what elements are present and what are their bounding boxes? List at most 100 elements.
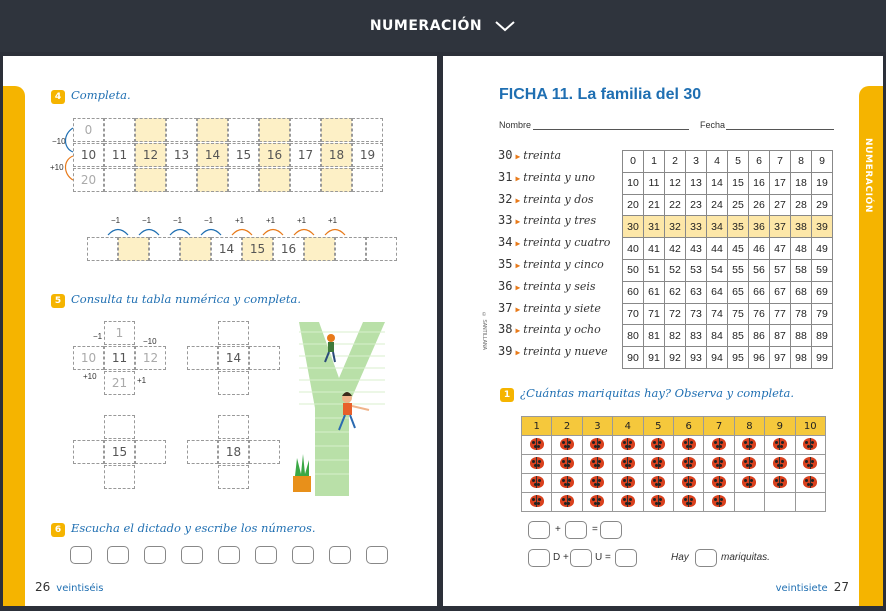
table-cell: 11: [643, 171, 665, 195]
table-cell: 82: [664, 324, 686, 348]
cross4-top[interactable]: [218, 415, 249, 439]
table-cell: 13: [685, 171, 707, 195]
nombre-line[interactable]: [533, 129, 689, 130]
table-cell: 34: [706, 215, 728, 239]
grid-cell[interactable]: [135, 168, 166, 192]
table-cell: 9: [811, 150, 833, 173]
tens-box[interactable]: [528, 549, 550, 567]
letter-y-illustration: [293, 322, 385, 496]
table-cell: 46: [748, 237, 770, 260]
dictation-box[interactable]: [107, 546, 129, 564]
section-header[interactable]: NUMERACIÓN: [0, 0, 886, 52]
grid-cell[interactable]: [259, 118, 290, 142]
ladybug-icon: [681, 437, 696, 450]
fecha-line[interactable]: [726, 129, 834, 130]
table-cell: 14: [706, 171, 728, 195]
ladybug-cell: [672, 435, 705, 455]
table-row: 60 61 62 63 64 65 66 67 68 69: [622, 280, 833, 304]
cross1-left[interactable]: 10: [73, 346, 104, 370]
publisher-mark: © SANTILLANA: [481, 312, 487, 350]
page-word: veintiséis: [56, 583, 104, 594]
row-word: treinta: [523, 149, 562, 162]
number-line-cell[interactable]: [335, 237, 366, 261]
table-cell: 0: [622, 150, 644, 173]
grid-cell[interactable]: [135, 118, 166, 142]
number-line-cell[interactable]: [87, 237, 118, 261]
table-cell: 98: [790, 346, 812, 369]
ladybug-icon: [620, 456, 635, 469]
dictation-box[interactable]: [366, 546, 388, 564]
table-row: 10 11 12 13 14 15 16 17 18 19: [622, 171, 833, 195]
grid-cell[interactable]: [352, 118, 383, 142]
grid-cell[interactable]: [321, 118, 352, 142]
page-number: 26: [35, 580, 51, 594]
number-line-cell[interactable]: [118, 237, 149, 261]
grid-cell[interactable]: [197, 118, 228, 142]
grid-cell[interactable]: [352, 168, 383, 192]
table-cell: 77: [769, 302, 791, 326]
ladybug-cell: [642, 435, 674, 455]
grid-cell[interactable]: [166, 118, 197, 142]
hay-box[interactable]: [695, 549, 717, 567]
grid-cell[interactable]: [259, 168, 290, 192]
number-line-cell[interactable]: [149, 237, 180, 261]
sum-box-result[interactable]: [600, 521, 622, 539]
exercise-6-badge: 6: [51, 523, 65, 537]
table-cell: 25: [727, 193, 749, 217]
cross4-right[interactable]: [249, 440, 280, 464]
table-cell: 24: [706, 193, 728, 217]
cross2-bottom[interactable]: [218, 371, 249, 395]
number-word-row: 35 ▶ treinta y cinco: [498, 257, 604, 271]
grid-cell[interactable]: [228, 118, 259, 142]
cross2-right[interactable]: [249, 346, 280, 370]
du-result-box[interactable]: [615, 549, 637, 567]
dictation-box[interactable]: [255, 546, 277, 564]
table-row: 40 41 42 43 44 45 46 47 48 49: [622, 237, 833, 260]
cross1-right[interactable]: 12: [135, 346, 166, 370]
grid-cell[interactable]: [166, 168, 197, 192]
ladybug-icon: [742, 456, 757, 469]
cross2-top[interactable]: [218, 321, 249, 345]
sum-box-2[interactable]: [565, 521, 587, 539]
ladybug-icon: [803, 456, 818, 469]
grid-cell[interactable]: [104, 168, 135, 192]
number-word-row: 37 ▶ treinta y siete: [498, 301, 601, 315]
grid-cell[interactable]: [228, 168, 259, 192]
number-line-cell[interactable]: [304, 237, 335, 261]
number-word-row: 30 ▶ treinta: [498, 148, 561, 162]
hay-label: Hay: [671, 552, 689, 563]
number-word-row: 31 ▶ treinta y uno: [498, 170, 595, 184]
units-box[interactable]: [570, 549, 592, 567]
number-word-row: 33 ▶ treinta y tres: [498, 213, 596, 227]
cross3-left[interactable]: [73, 440, 104, 464]
grid-cell[interactable]: [104, 118, 135, 142]
grid-cell[interactable]: [290, 168, 321, 192]
table-row: 80 81 82 83 84 85 86 87 88 89: [622, 324, 833, 348]
dictation-box[interactable]: [144, 546, 166, 564]
row-number: 35: [498, 257, 513, 271]
cross4-bottom[interactable]: [218, 465, 249, 489]
cross2-left[interactable]: [187, 346, 218, 370]
number-line-cell[interactable]: [366, 237, 397, 261]
cross1-bottom[interactable]: 21: [104, 371, 135, 395]
cross3-right[interactable]: [135, 440, 166, 464]
dictation-box[interactable]: [70, 546, 92, 564]
dictation-box[interactable]: [181, 546, 203, 564]
cross4-left[interactable]: [187, 440, 218, 464]
number-line-cell[interactable]: [180, 237, 211, 261]
grid-cell[interactable]: [290, 118, 321, 142]
chevron-down-icon[interactable]: [494, 19, 516, 33]
cross3-bottom[interactable]: [104, 465, 135, 489]
cross1-top[interactable]: 1: [104, 321, 135, 345]
exercise-1-badge: 1: [500, 388, 514, 402]
exercise-5-badge: 5: [51, 294, 65, 308]
grid-cell[interactable]: [197, 168, 228, 192]
cross3-top[interactable]: [104, 415, 135, 439]
dictation-box[interactable]: [218, 546, 240, 564]
grid-cell[interactable]: [321, 168, 352, 192]
dictation-box[interactable]: [329, 546, 351, 564]
dictation-box[interactable]: [292, 546, 314, 564]
ladybug-row: [520, 473, 826, 493]
ladybug-cell: [642, 454, 674, 474]
sum-box-1[interactable]: [528, 521, 550, 539]
